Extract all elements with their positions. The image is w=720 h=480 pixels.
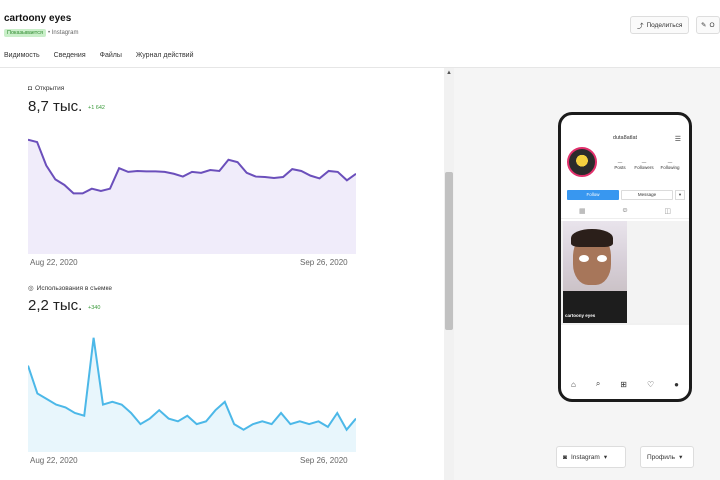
profile-username: duta8atlat — [612, 135, 638, 141]
opens-label: Открытия — [34, 85, 65, 92]
scroll-up-icon[interactable]: ▲ — [446, 70, 452, 76]
stat-posts: — Posts — [609, 160, 631, 170]
opens-delta: +1 642 — [88, 105, 105, 111]
tab-details[interactable]: Сведения — [53, 52, 86, 59]
page-title: cartoony eyes — [4, 13, 72, 24]
chevron-down-icon: ▾ — [603, 454, 608, 461]
opens-value: 8,7 тыс. — [28, 98, 83, 115]
empty-post-slot — [627, 221, 689, 323]
opens-x-start: Aug 22, 2020 — [30, 258, 78, 267]
chevron-down-icon: ▾ — [679, 454, 683, 461]
profile-tabs: ▦ ☺ ◫ — [561, 207, 689, 219]
opens-label-row: ◘ Открытия — [28, 85, 64, 92]
captures-delta: +340 — [88, 305, 101, 311]
scrollbar-thumb[interactable] — [445, 172, 453, 330]
stat-posts-value: — — [617, 160, 623, 165]
captures-x-start: Aug 22, 2020 — [30, 456, 78, 465]
effects-icon[interactable]: ☺ — [621, 207, 629, 214]
opens-chart — [28, 138, 356, 254]
share-icon: ⤴ — [637, 23, 644, 30]
tab-activity-log[interactable]: Журнал действий — [135, 52, 194, 59]
view-select[interactable]: Профиль ▾ — [640, 446, 694, 468]
captures-label-row: ◎ Использования в съемке — [28, 284, 113, 293]
captures-x-end: Sep 26, 2020 — [300, 456, 348, 465]
tab-visibility[interactable]: Видимость — [4, 52, 40, 59]
platform-label: • Instagram — [48, 30, 79, 36]
top-bar: cartoony eyes Показывается • Instagram В… — [0, 0, 720, 68]
chart-series-line — [28, 138, 356, 195]
platform-select-value: Instagram — [570, 453, 600, 461]
camera-icon: ◘ — [28, 85, 32, 92]
tab-files[interactable]: Файлы — [99, 52, 122, 59]
chevron-down-icon[interactable]: ▾ — [675, 190, 685, 200]
stat-followers: — Followers — [633, 160, 655, 170]
platform-select[interactable]: ◙ Instagram ▾ — [556, 446, 626, 468]
avatar — [567, 147, 597, 177]
scrollbar[interactable]: ▲ — [444, 68, 454, 480]
preview-panel: duta8atlat ☰ — Posts — Followers — Follo… — [454, 68, 720, 480]
metrics-panel: ◘ Открытия 8,7 тыс. +1 642 Aug 22, 2020 … — [0, 68, 444, 480]
stat-following: — Following — [659, 160, 681, 170]
effect-post-thumbnail[interactable]: cartoony eyes — [563, 221, 627, 323]
captures-label: Использования в съемке — [36, 284, 113, 292]
stat-posts-label: Posts — [614, 165, 626, 170]
effect-status: Показывается • Instagram — [4, 29, 78, 37]
instagram-icon: ◙ — [563, 453, 567, 461]
chart-area-fill — [28, 337, 356, 452]
phone-preview: duta8atlat ☰ — Posts — Followers — Follo… — [558, 112, 692, 402]
hair-shape — [571, 229, 613, 247]
edit-button[interactable]: ✎ O — [696, 16, 720, 34]
add-icon[interactable]: ⊞ — [620, 379, 627, 389]
opens-x-end: Sep 26, 2020 — [300, 258, 348, 267]
stat-followers-value: — — [641, 160, 647, 165]
edit-label: O — [709, 21, 715, 29]
status-badge: Показывается — [4, 29, 46, 37]
pencil-icon: ✎ — [701, 22, 707, 29]
chart-series-line — [28, 337, 356, 432]
view-select-value: Профиль — [647, 453, 676, 461]
profile-icon[interactable]: ● — [674, 379, 679, 389]
search-icon[interactable]: ⌕ — [595, 379, 601, 388]
message-button[interactable]: Message — [621, 190, 673, 200]
stat-following-value: — — [667, 160, 673, 165]
menu-icon: ☰ — [674, 136, 681, 143]
captures-value: 2,2 тыс. — [28, 297, 83, 314]
share-button[interactable]: ⤴ Поделиться — [630, 16, 690, 34]
grid-icon[interactable]: ▦ — [579, 208, 586, 215]
shirt-shape — [563, 291, 627, 323]
phone-nav-bar: ⌂ ⌕ ⊞ ♡ ● — [561, 377, 689, 391]
camera-icon: ◎ — [28, 285, 34, 292]
follow-button[interactable]: Follow — [567, 190, 619, 200]
tab-bar: Видимость Сведения Файлы Журнал действий — [4, 52, 194, 59]
stat-following-label: Following — [660, 165, 680, 170]
effects-grid: cartoony eyes — [561, 221, 689, 325]
home-icon[interactable]: ⌂ — [570, 379, 576, 389]
heart-icon[interactable]: ♡ — [646, 379, 655, 389]
tagged-icon[interactable]: ◫ — [664, 208, 671, 215]
captures-chart — [28, 337, 356, 452]
cartoon-eye-left — [579, 255, 589, 262]
stat-followers-label: Followers — [634, 165, 654, 170]
cartoon-eye-right — [597, 255, 607, 262]
post-caption: cartoony eyes — [565, 313, 596, 318]
chart-area-fill — [28, 139, 356, 254]
share-label: Поделиться — [646, 21, 683, 29]
